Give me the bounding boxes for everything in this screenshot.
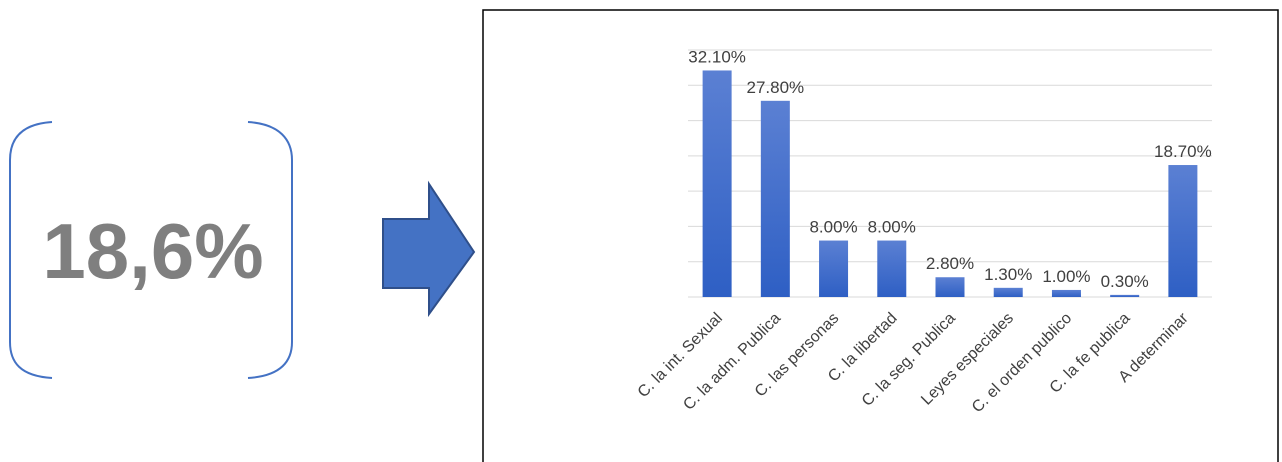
data-label: 8.00% — [809, 218, 857, 237]
bar — [1168, 165, 1198, 297]
bar — [935, 277, 965, 297]
data-label: 1.30% — [984, 265, 1032, 284]
right-arrow-icon — [382, 180, 476, 318]
data-label: 2.80% — [926, 254, 974, 273]
bar — [877, 240, 907, 297]
bar — [760, 100, 790, 297]
bar — [993, 287, 1023, 297]
bar — [1110, 294, 1140, 297]
bar — [702, 70, 732, 297]
chart-bars — [702, 70, 1198, 297]
right-bracket — [247, 121, 293, 379]
left-bracket — [9, 121, 53, 379]
data-label: 0.30% — [1101, 272, 1149, 291]
data-label: 8.00% — [868, 218, 916, 237]
data-label: 1.00% — [1042, 267, 1090, 286]
data-label: 32.10% — [688, 47, 746, 66]
data-label: 27.80% — [746, 78, 804, 97]
bar — [819, 240, 849, 297]
big-stat: 18,6% — [8, 120, 298, 382]
chart-data-labels: 32.10%27.80% 8.00% 8.00% 2.80% 1.30% 1.00% 0.3… — [688, 47, 1211, 290]
big-stat-value: 18,6% — [42, 206, 264, 295]
bar — [1051, 289, 1081, 297]
data-label: 18.70% — [1154, 142, 1212, 161]
